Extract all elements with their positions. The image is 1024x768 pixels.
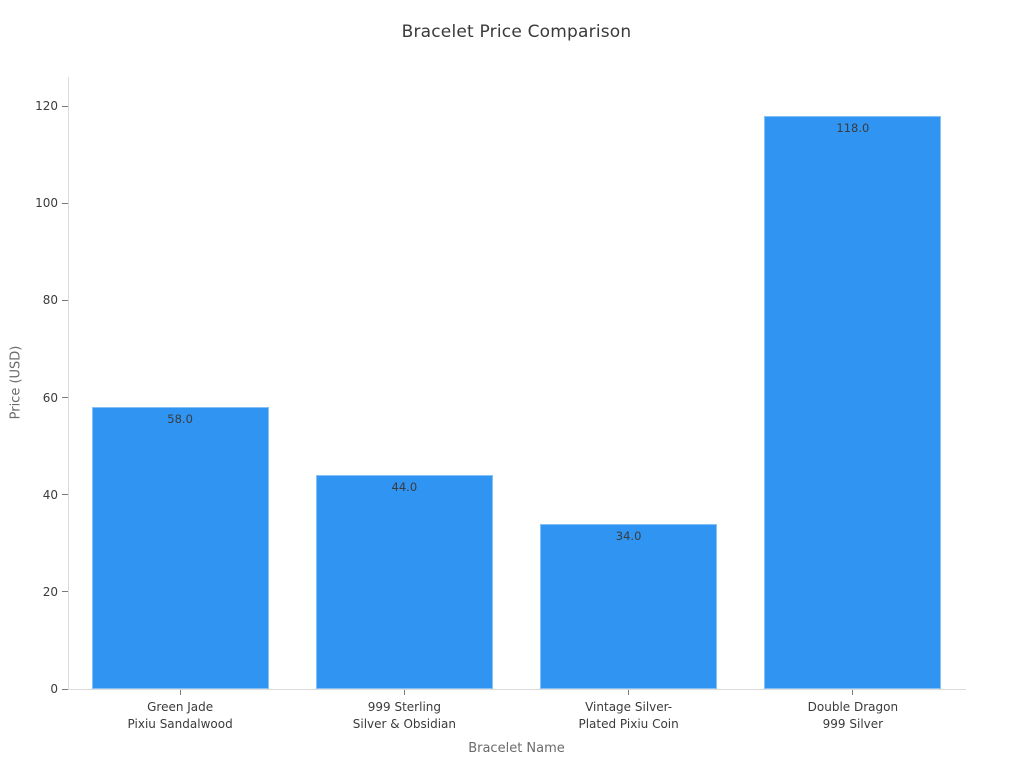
x-axis-title: Bracelet Name xyxy=(468,741,565,756)
y-axis-tick-label: 120 xyxy=(35,99,58,114)
x-axis-tick-label: Green Jade Pixiu Sandalwood xyxy=(127,700,233,732)
x-axis-tick xyxy=(852,690,854,695)
y-axis-tick xyxy=(62,494,68,496)
bar xyxy=(540,523,718,689)
chart-title: Bracelet Price Comparison xyxy=(401,22,632,42)
bar xyxy=(91,407,269,689)
y-axis-tick xyxy=(62,397,68,399)
bar-value-label: 58.0 xyxy=(167,412,193,427)
bar-value-label: 44.0 xyxy=(391,480,418,495)
y-axis-tick-label: 20 xyxy=(42,584,58,599)
x-axis-tick xyxy=(179,690,181,695)
y-axis-tick-label: 80 xyxy=(42,293,58,308)
plot-area xyxy=(68,77,966,690)
y-axis-tick-label: 100 xyxy=(35,196,58,211)
bar-value-label: 118.0 xyxy=(836,120,870,135)
y-axis-tick xyxy=(62,591,68,593)
bar-value-label: 34.0 xyxy=(615,528,642,543)
y-axis-tick xyxy=(62,299,68,301)
bar xyxy=(315,475,493,689)
x-axis-tick-label: Vintage Silver- Plated Pixiu Coin xyxy=(578,700,679,732)
x-axis-tick xyxy=(628,690,630,695)
bar xyxy=(764,115,942,689)
y-axis-tick-label: 40 xyxy=(42,487,58,502)
y-axis-tick xyxy=(62,105,68,107)
x-axis-tick-label: Double Dragon 999 Silver xyxy=(807,700,899,732)
x-axis-tick-label: 999 Sterling Silver & Obsidian xyxy=(352,700,456,732)
y-axis-tick xyxy=(62,202,68,204)
y-axis-title: Price (USD) xyxy=(8,345,24,420)
y-axis-tick xyxy=(62,688,68,690)
x-axis-tick xyxy=(403,690,405,695)
y-axis-tick-label: 0 xyxy=(50,682,58,696)
y-axis-tick-label: 60 xyxy=(42,390,58,405)
